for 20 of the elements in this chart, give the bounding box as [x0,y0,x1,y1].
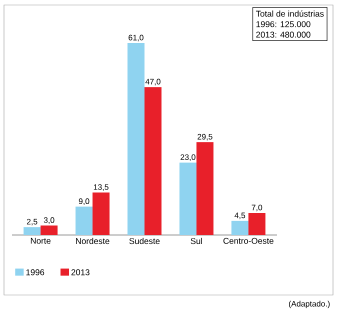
x-tick-label: Sudeste [129,238,160,244]
bar [128,43,144,235]
text: 2013: 480.000 [256,32,310,38]
x-tick-label: Sul [190,238,202,244]
x-tick-label: Nordeste [76,238,110,244]
bar [248,212,266,235]
x-tick-label: Norte [30,238,51,244]
bar [24,227,41,235]
bar [40,226,58,235]
bar [144,87,162,235]
text: Total de indústrias [256,10,324,17]
legend-label: 1996 [26,269,44,276]
bar [76,206,93,235]
text: 1996: 125.000 [256,21,310,28]
bar [92,192,110,235]
legend-label: 2013 [71,269,90,276]
bar [231,220,248,235]
bar [196,142,214,235]
bar [179,162,196,235]
x-tick-label: Centro-Oeste [223,238,274,244]
